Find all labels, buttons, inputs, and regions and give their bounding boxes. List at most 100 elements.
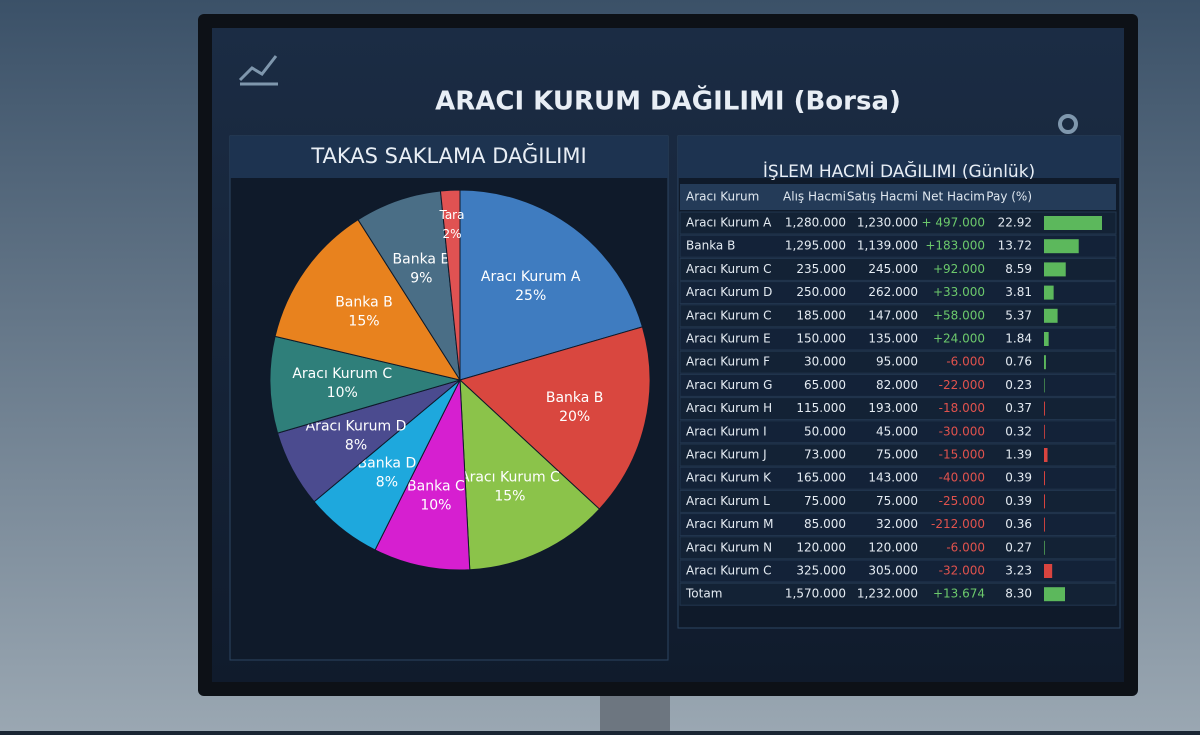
table-cell: Aracı Kurum F	[686, 355, 770, 369]
table-cell: 120.000	[868, 540, 918, 554]
pie-slice	[269, 335, 462, 434]
pay-bar	[1044, 587, 1066, 602]
pay-bar	[1044, 332, 1049, 346]
table-cell: 262.000	[868, 285, 918, 299]
pie-slice	[439, 189, 461, 381]
table-row	[679, 211, 1117, 235]
table-cell: 1,139.000	[857, 239, 918, 253]
table-row	[679, 443, 1117, 467]
pie-panel-header	[230, 136, 668, 178]
table-cell: 8.59	[1005, 262, 1032, 276]
table-cell: -30.000	[939, 424, 985, 438]
table-cell: -6.000	[946, 355, 985, 369]
table-cell: 1,280.000	[785, 216, 846, 230]
pay-bar	[1044, 564, 1053, 578]
table-row	[679, 234, 1117, 258]
table-cell: 75.000	[804, 494, 846, 508]
table-cell: 73.000	[804, 448, 846, 462]
table-row	[679, 466, 1117, 490]
slice-label: Banka B	[546, 390, 604, 406]
pay-bar	[1044, 494, 1045, 509]
table-cell: +92.000	[933, 262, 985, 276]
pay-bar	[1044, 378, 1045, 393]
slice-label: Aracı Kurum C	[292, 366, 392, 382]
slice-value-label: 25%	[515, 288, 546, 304]
table-cell: 150.000	[796, 332, 846, 346]
table-row	[679, 281, 1117, 305]
table-cell: 0.27	[1005, 540, 1032, 554]
pay-bar	[1044, 239, 1079, 254]
table-cell: 120.000	[796, 540, 846, 554]
slice-label: Tara	[438, 208, 464, 222]
column-header: Pay (%)	[986, 190, 1032, 204]
table-cell: Aracı Kurum C	[686, 564, 772, 578]
table-cell: 3.23	[1005, 564, 1032, 578]
slice-value-label: 15%	[348, 314, 379, 330]
table-cell: Totam	[685, 587, 722, 601]
table-cell: 95.000	[876, 355, 918, 369]
table-cell: 75.000	[876, 494, 918, 508]
settings-icon[interactable]	[1058, 114, 1078, 134]
pay-bar	[1044, 401, 1045, 416]
slice-value-label: 15%	[494, 489, 525, 505]
table-row	[679, 420, 1117, 444]
pay-bar	[1044, 285, 1054, 300]
table-row	[679, 536, 1117, 560]
pie-slice	[274, 218, 462, 381]
pay-bar	[1044, 262, 1066, 277]
table-cell: 13.72	[998, 239, 1032, 253]
table-title: İŞLEM HACMİ DAĞILIMI (Günlük)	[763, 160, 1035, 182]
table-cell: -32.000	[939, 564, 985, 578]
column-header: Satış Hacmi	[847, 190, 918, 204]
table-cell: Aracı Kurum K	[686, 471, 772, 485]
table-cell: 1,230.000	[857, 216, 918, 230]
table-row	[679, 327, 1117, 351]
pay-bar	[1044, 471, 1045, 486]
pie-slice	[374, 378, 471, 571]
column-header: Aracı Kurum	[686, 190, 759, 204]
table-cell: 0.37	[1005, 401, 1032, 415]
slice-label: Banka D	[358, 455, 417, 471]
table-cell: 143.000	[868, 471, 918, 485]
pay-bar	[1044, 424, 1045, 439]
pie-title: TAKAS SAKLAMA DAĞILIMI	[310, 143, 586, 168]
table-cell: 245.000	[868, 262, 918, 276]
table-cell: 147.000	[868, 308, 918, 322]
table-cell: Aracı Kurum J	[686, 448, 767, 462]
slice-label: Banka B	[335, 295, 393, 311]
table-cell: 250.000	[796, 285, 846, 299]
table-cell: 22.92	[998, 216, 1032, 230]
table-row	[679, 582, 1117, 606]
table-cell: 1.39	[1005, 448, 1032, 462]
table-cell: 5.37	[1005, 308, 1032, 322]
table-cell: 50.000	[804, 424, 846, 438]
table-cell: 0.39	[1005, 494, 1032, 508]
table-cell: 185.000	[796, 308, 846, 322]
table-cell: 65.000	[804, 378, 846, 392]
table-cell: -6.000	[946, 540, 985, 554]
table-cell: Banka B	[686, 239, 735, 253]
table-row	[679, 397, 1117, 421]
slice-value-label: 10%	[420, 497, 451, 513]
table-cell: 1,570.000	[785, 587, 846, 601]
table-row	[679, 373, 1117, 397]
table-panel-header	[678, 136, 1120, 178]
column-header: Net Hacim	[922, 190, 985, 204]
slice-value-label: 8%	[345, 437, 367, 453]
table-cell: 45.000	[876, 424, 918, 438]
table-cell: 115.000	[796, 401, 846, 415]
table-cell: +58.000	[933, 308, 985, 322]
table-cell: Aracı Kurum I	[686, 424, 767, 438]
table-cell: Aracı Kurum M	[686, 517, 774, 531]
column-header: Alış Hacmi	[783, 190, 846, 204]
table-cell: 0.36	[1005, 517, 1032, 531]
table-row	[679, 559, 1117, 583]
table-header-row	[680, 184, 1116, 210]
table-cell: 75.000	[876, 448, 918, 462]
table-cell: Aracı Kurum H	[686, 401, 772, 415]
slice-label: Aracı Kurum D	[306, 418, 407, 434]
table-cell: Aracı Kurum C	[686, 308, 772, 322]
table-cell: 0.39	[1005, 471, 1032, 485]
table-cell: 32.000	[876, 517, 918, 531]
slice-label: Banka C	[407, 478, 465, 494]
